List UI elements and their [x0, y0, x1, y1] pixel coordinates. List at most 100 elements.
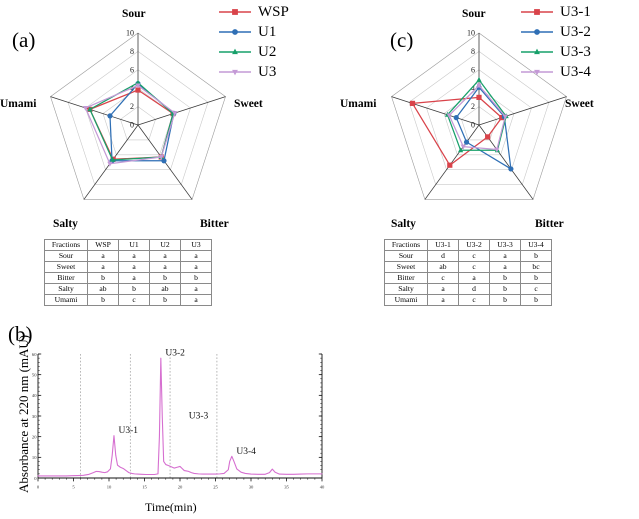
data-point-marker	[158, 155, 164, 160]
table-cell: c	[520, 282, 552, 295]
table-cell: b	[149, 293, 181, 306]
radar-tick-labels: 0 2 4 6 8 10	[467, 29, 475, 130]
legend-swatch-U3-2	[521, 29, 553, 35]
svg-text:0: 0	[37, 485, 40, 490]
table-cell: ab	[427, 260, 459, 273]
axis-label-sweet-c: Sweet	[565, 98, 594, 110]
data-point-marker	[502, 114, 508, 120]
legend-item-U3-2: U3-2	[520, 22, 591, 42]
table-cell: c	[458, 293, 490, 306]
table-header-cell: U1	[118, 239, 150, 251]
panel-c-sensory-table: Fractions U3-1 U3-2 U3-3 U3-4 Sour d c a b Sweet ab…	[384, 239, 552, 306]
svg-text:10: 10	[467, 29, 475, 38]
table-cell: a	[87, 249, 119, 262]
data-point-marker	[87, 106, 93, 112]
svg-text:6: 6	[471, 65, 475, 74]
svg-text:60: 60	[32, 352, 37, 357]
radar-grid	[391, 32, 567, 200]
svg-text:10: 10	[32, 455, 37, 460]
data-point-marker	[172, 111, 178, 117]
data-point-marker	[534, 69, 540, 76]
svg-text:15: 15	[142, 485, 147, 490]
data-point-marker	[476, 94, 482, 100]
svg-text:8: 8	[471, 47, 475, 56]
table-row: Sour a a a a	[44, 249, 212, 262]
legend-swatch-U3	[219, 69, 251, 76]
panel-a-label: (a)	[12, 28, 36, 52]
legend-label: U3-3	[560, 43, 591, 60]
table-header-row: Fractions WSP U1 U2 U3	[44, 239, 212, 251]
data-point-marker	[135, 83, 141, 89]
table-cell: b	[87, 293, 119, 306]
legend-label: U3-1	[560, 3, 591, 20]
panel-b: (b) Absorbance at 220 nm (mAU) 0 10 20 30 40…	[0, 320, 345, 519]
axis-label-salty-c: Salty	[391, 218, 416, 230]
data-point-marker	[135, 79, 141, 85]
legend-label: U3-2	[560, 23, 591, 40]
svg-text:2: 2	[130, 102, 134, 111]
y-axis-ticks: 0 10 20 30 40 50 60	[32, 352, 322, 481]
legend-item-WSP: WSP	[218, 2, 289, 22]
svg-text:4: 4	[471, 84, 475, 93]
table-row: Salty ab b ab a	[44, 282, 212, 295]
legend-swatch-U2	[219, 48, 251, 55]
table-cell: a	[87, 260, 119, 273]
svg-text:35: 35	[284, 485, 289, 490]
axis-label-bitter-a: Bitter	[200, 218, 229, 230]
table-cell: b	[180, 271, 212, 284]
legend-item-U3-1: U3-1	[520, 2, 591, 22]
radar-series-U3-4	[446, 83, 508, 153]
chromatogram-trace	[37, 357, 323, 477]
svg-text:20: 20	[178, 485, 183, 490]
panel-c-radar-chart: 0 2 4 6 8 10	[391, 29, 567, 200]
data-point-marker	[232, 29, 238, 35]
table-row: Bitter c a b b	[384, 271, 552, 284]
legend-swatch-WSP	[219, 9, 251, 15]
legend-label: U1	[258, 23, 277, 40]
table-cell: b	[489, 271, 521, 284]
table-cell: b	[520, 271, 552, 284]
legend-item-U2: U2	[218, 42, 289, 62]
data-point-marker	[107, 161, 113, 167]
table-cell: b	[149, 271, 181, 284]
axis-label-sour-c: Sour	[462, 8, 486, 20]
panel-a-sensory-table: Fractions WSP U1 U2 U3 Sour a a a a Sweet a a a a Bitte…	[44, 239, 212, 306]
table-cell: a	[149, 260, 181, 273]
data-point-marker	[534, 9, 540, 15]
data-point-marker	[232, 69, 238, 76]
axis-label-salty-a: Salty	[53, 218, 78, 230]
axis-label-sweet-a: Sweet	[234, 98, 263, 110]
table-cell: c	[427, 271, 459, 284]
table-cell: Sour	[44, 249, 88, 262]
fraction-separators	[80, 354, 218, 478]
table-cell: a	[118, 260, 150, 273]
svg-text:50: 50	[32, 372, 37, 377]
table-cell: c	[458, 260, 490, 273]
table-cell: c	[458, 249, 490, 262]
peak-label-U3-3: U3-3	[189, 412, 209, 422]
table-cell: Salty	[384, 282, 428, 295]
svg-text:0: 0	[34, 476, 37, 481]
table-cell: ab	[149, 282, 181, 295]
panel-b-label: (b)	[8, 322, 33, 346]
data-point-marker	[107, 113, 113, 119]
table-cell: Salty	[44, 282, 88, 295]
table-cell: c	[118, 293, 150, 306]
peak-label-U3-4: U3-4	[236, 447, 256, 457]
peak-label-U3-1: U3-1	[118, 426, 138, 436]
radar-series-U3	[82, 83, 178, 167]
legend-label: U3-4	[560, 63, 591, 80]
table-cell: a	[489, 249, 521, 262]
data-point-marker	[135, 87, 141, 93]
svg-text:40: 40	[320, 485, 325, 490]
table-header-row: Fractions U3-1 U3-2 U3-3 U3-4	[384, 239, 552, 251]
table-row: Bitter b a b b	[44, 271, 212, 284]
table-cell: b	[520, 293, 552, 306]
legend-label: U2	[258, 43, 277, 60]
table-cell: Bitter	[44, 271, 88, 284]
data-point-marker	[82, 105, 89, 111]
panel-a-legend: WSP U1 U2 U3	[218, 2, 289, 82]
legend-label: WSP	[258, 3, 289, 20]
